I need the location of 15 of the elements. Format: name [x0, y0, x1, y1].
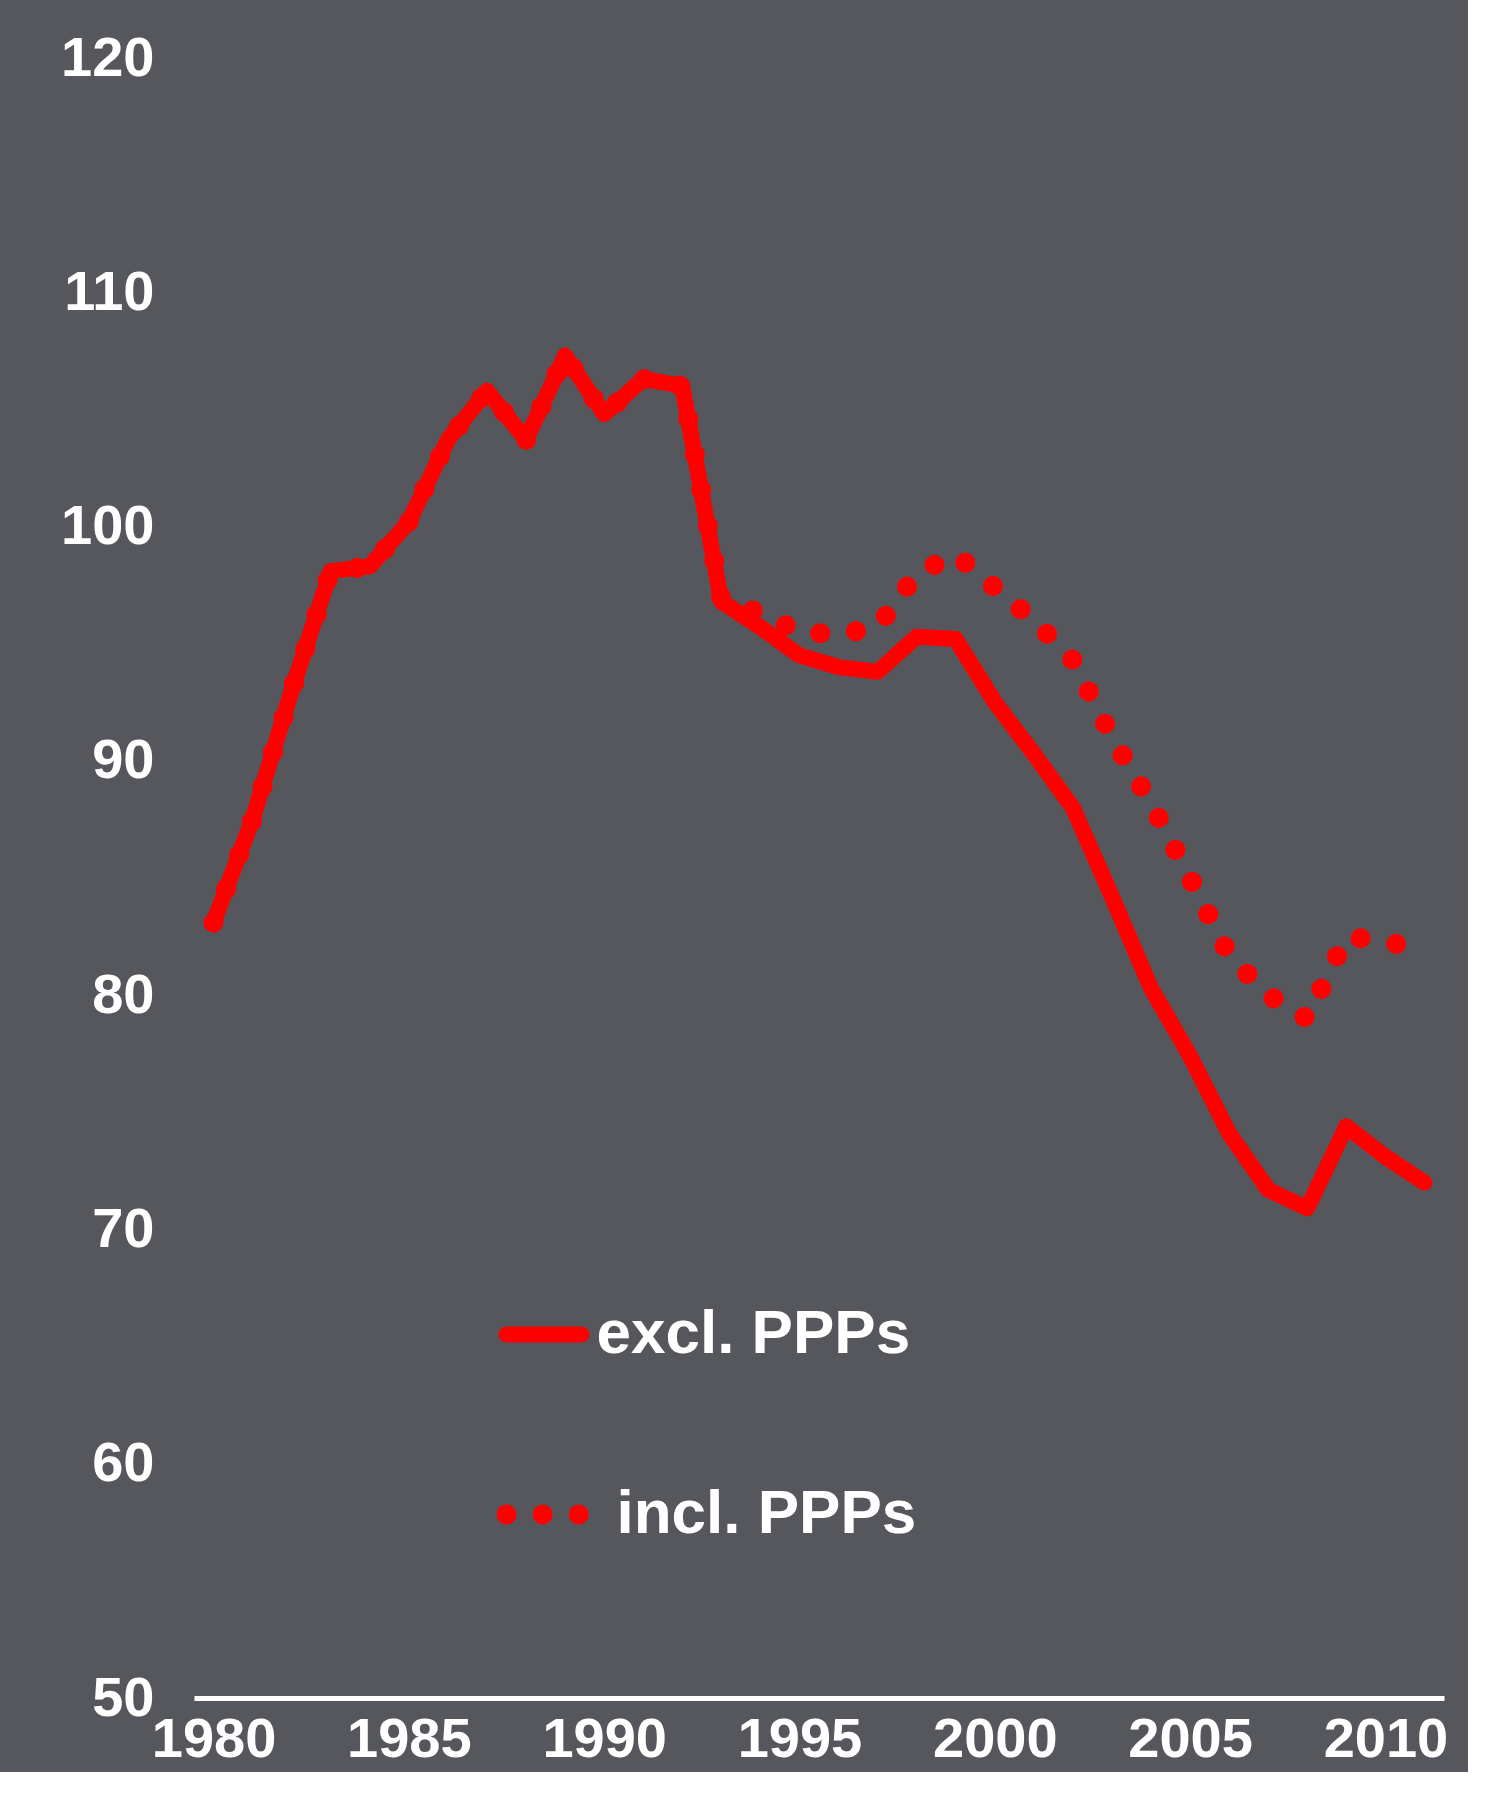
- y-tick-label: 120: [61, 24, 155, 88]
- legend-label: excl. PPPs: [596, 1297, 911, 1367]
- y-tick-label: 100: [61, 493, 155, 557]
- legend-label: incl. PPPs: [616, 1477, 917, 1547]
- x-tick-label: 1990: [542, 1705, 667, 1769]
- x-tick-label: 2010: [1323, 1705, 1449, 1769]
- y-tick-label: 90: [92, 727, 155, 791]
- x-tick-label: 2000: [932, 1705, 1058, 1769]
- x-tick-label: 1995: [737, 1705, 863, 1769]
- y-tick-label: 110: [64, 258, 155, 322]
- y-tick-label: 80: [92, 961, 155, 1025]
- y-tick-label: 60: [92, 1430, 155, 1494]
- y-tick-label: 70: [92, 1195, 155, 1259]
- x-tick-label: 2005: [1128, 1705, 1253, 1769]
- x-tick-label: 1985: [347, 1705, 472, 1769]
